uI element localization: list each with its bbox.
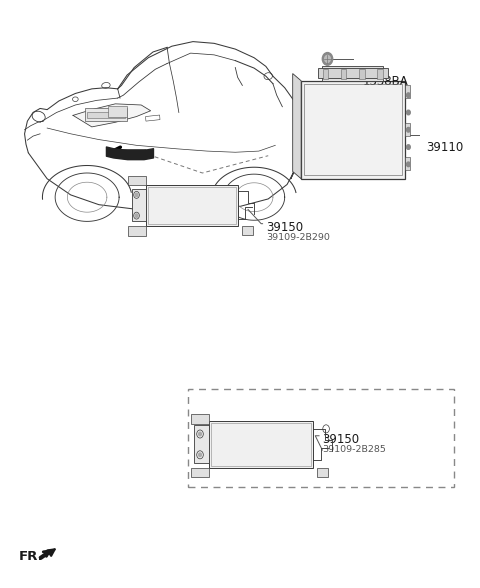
Bar xyxy=(405,123,410,136)
Circle shape xyxy=(135,193,138,196)
Bar xyxy=(360,69,365,79)
Bar xyxy=(188,389,454,487)
Bar xyxy=(317,468,328,477)
Circle shape xyxy=(407,128,410,132)
Bar xyxy=(108,106,127,116)
Bar xyxy=(191,468,209,477)
Bar xyxy=(87,112,125,118)
Bar xyxy=(132,189,146,222)
Text: 39150: 39150 xyxy=(266,221,303,234)
Bar xyxy=(128,226,146,236)
Bar xyxy=(323,66,384,81)
Bar xyxy=(145,115,160,121)
Bar xyxy=(301,81,405,179)
Bar xyxy=(377,69,383,79)
Polygon shape xyxy=(293,74,301,179)
Bar xyxy=(194,425,209,463)
Bar xyxy=(191,415,209,423)
Text: 39150: 39150 xyxy=(323,433,360,446)
Text: FR.: FR. xyxy=(19,550,44,563)
Bar xyxy=(211,423,311,466)
Bar xyxy=(341,69,346,79)
Circle shape xyxy=(199,432,202,436)
Bar xyxy=(209,421,313,468)
Circle shape xyxy=(199,453,202,456)
Circle shape xyxy=(407,162,410,166)
Bar xyxy=(148,187,236,223)
Circle shape xyxy=(407,145,410,149)
Circle shape xyxy=(324,55,330,62)
Bar xyxy=(323,69,328,79)
Text: 39109-2B290: 39109-2B290 xyxy=(266,233,330,242)
Circle shape xyxy=(135,214,138,218)
Circle shape xyxy=(323,52,333,65)
Text: 1338BA: 1338BA xyxy=(362,75,408,88)
Bar xyxy=(85,108,127,121)
Text: 39110: 39110 xyxy=(426,141,463,153)
Circle shape xyxy=(407,110,410,115)
Circle shape xyxy=(407,93,410,98)
Bar xyxy=(146,185,238,226)
Text: 39109-2B285: 39109-2B285 xyxy=(323,445,386,454)
Bar xyxy=(318,68,388,78)
Bar xyxy=(405,85,410,98)
Bar xyxy=(128,176,146,185)
Bar xyxy=(242,226,252,235)
Polygon shape xyxy=(73,104,151,127)
Bar xyxy=(304,84,402,175)
Bar xyxy=(405,158,410,170)
